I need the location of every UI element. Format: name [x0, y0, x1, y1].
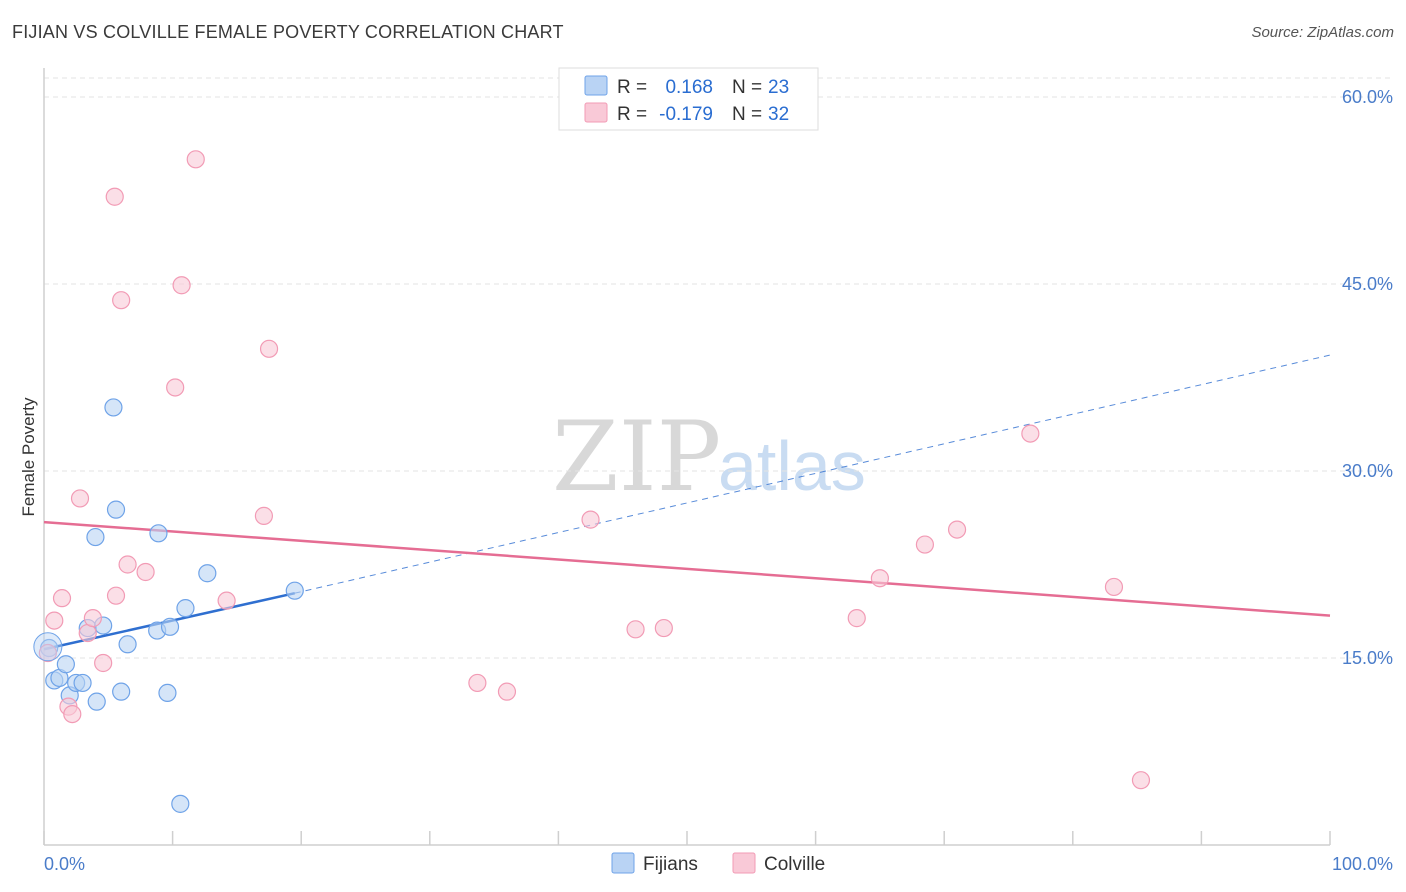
fijians-point-6 — [73, 673, 92, 693]
watermark-atlas: atlas — [718, 427, 866, 505]
fijians-point-9 — [87, 692, 106, 711]
colville-legend-swatch — [732, 852, 756, 874]
y-tick-label-15: 15.0% — [1342, 648, 1393, 668]
fijians-point-20 — [176, 599, 195, 618]
colville-point-16 — [186, 150, 205, 169]
colville-point-22 — [581, 510, 600, 529]
y-axis-title: Female Poverty — [19, 397, 38, 517]
y-tick-label-30: 30.0% — [1342, 461, 1393, 481]
fijians-n-value: 23 — [768, 77, 789, 98]
fijians-point-16 — [149, 524, 168, 543]
colville-point-14 — [166, 378, 185, 397]
colville-point-18 — [254, 506, 274, 525]
fijians-point-13 — [112, 682, 131, 701]
colville-point-10 — [106, 586, 126, 605]
colville-point-29 — [1021, 424, 1040, 443]
colville-point-1 — [45, 611, 64, 630]
colville-point-21 — [497, 682, 517, 701]
fijians-r-value: 0.168 — [665, 77, 713, 98]
y-tick-label-60: 60.0% — [1342, 87, 1393, 107]
colville-point-25 — [847, 609, 866, 628]
fijians-point-8 — [86, 527, 105, 547]
colville-point-12 — [118, 555, 137, 574]
fijians-point-3 — [56, 655, 75, 674]
x-tick-label-min: 0.0% — [44, 854, 85, 874]
colville-point-24 — [654, 618, 673, 638]
fijians-point-22 — [285, 581, 304, 600]
colville-point-15 — [172, 276, 191, 295]
fijians-legend-label: Fijians — [643, 854, 698, 875]
watermark-zip: ZIP — [552, 401, 721, 513]
colville-point-31 — [1131, 771, 1151, 790]
x-tick-label-max: 100.0% — [1332, 854, 1393, 874]
trend-line-colville — [43, 520, 1331, 617]
colville-point-27 — [915, 535, 935, 554]
fijians-point-19 — [171, 794, 190, 813]
colville-point-4 — [63, 704, 82, 724]
fijians-stats-swatch — [584, 75, 608, 96]
colville-point-13 — [136, 562, 155, 582]
colville-legend-label: Colville — [764, 854, 825, 875]
fijians-n-label: N = — [732, 77, 762, 98]
fijians-point-11 — [104, 398, 123, 417]
colville-point-9 — [105, 187, 124, 206]
colville-point-26 — [870, 569, 890, 588]
y-tick-labels: 15.0% 30.0% 45.0% 60.0% — [1342, 87, 1393, 668]
fijians-point-18 — [160, 617, 180, 636]
data-points — [33, 150, 1151, 813]
colville-point-0 — [38, 643, 57, 663]
colville-n-value: 32 — [768, 104, 789, 125]
stats-legend: R = 0.168 N = 23 R = -0.179 N = 32 — [558, 67, 819, 131]
colville-point-5 — [70, 489, 90, 508]
colville-point-7 — [83, 609, 102, 628]
fijians-point-14 — [118, 635, 137, 654]
colville-stats-swatch — [584, 102, 608, 123]
colville-point-11 — [112, 291, 131, 310]
chart-title: FIJIAN VS COLVILLE FEMALE POVERTY CORREL… — [12, 22, 564, 42]
colville-point-20 — [468, 673, 487, 693]
fijians-point-cluster — [33, 632, 63, 662]
y-tick-label-45: 45.0% — [1342, 274, 1393, 294]
colville-point-17 — [217, 591, 236, 610]
fijians-point-21 — [198, 564, 217, 583]
fijians-point-12 — [106, 500, 126, 519]
series-legend: Fijians Colville — [611, 852, 825, 875]
watermark: ZIP atlas — [552, 401, 866, 513]
source-label: Source: ZipAtlas.com — [1251, 24, 1394, 41]
colville-point-23 — [626, 620, 645, 639]
colville-r-value: -0.179 — [659, 104, 713, 125]
colville-point-28 — [947, 520, 967, 539]
fijians-point-17 — [158, 683, 177, 703]
trend-line-extension-fijians — [294, 354, 1331, 594]
colville-point-2 — [52, 589, 72, 608]
colville-point-8 — [94, 653, 113, 673]
colville-r-label: R = — [617, 104, 647, 125]
axes — [43, 68, 1331, 846]
colville-point-30 — [1104, 577, 1124, 597]
colville-point-19 — [259, 339, 279, 358]
fijians-r-label: R = — [617, 77, 647, 98]
colville-n-label: N = — [732, 104, 762, 125]
fijians-legend-swatch — [611, 852, 635, 874]
